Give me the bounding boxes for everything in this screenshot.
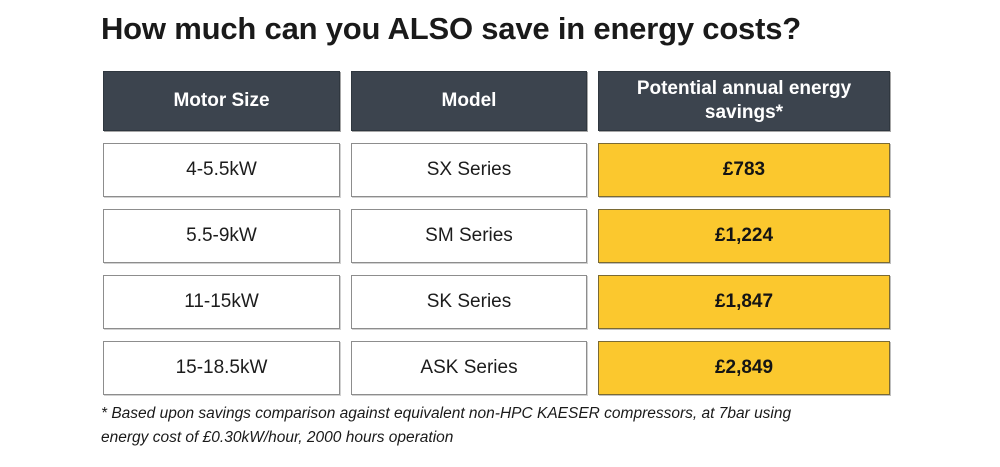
cell-savings-value: £2,849 (714, 357, 774, 378)
column-header-savings-label: Potential annual energy savings* (637, 77, 851, 125)
cell-savings-value: £783 (722, 159, 766, 180)
cell-motor-size-value: 11-15kW (184, 291, 259, 312)
cell-savings: £2,849 (598, 341, 890, 395)
cell-model-value: ASK Series (420, 357, 518, 378)
cell-model: SM Series (351, 209, 587, 263)
cell-savings: £783 (598, 143, 890, 197)
column-header-motor-size-label: Motor Size (173, 90, 270, 111)
cell-motor-size: 4-5.5kW (103, 143, 340, 197)
cell-motor-size: 11-15kW (103, 275, 340, 329)
cell-model: SX Series (351, 143, 587, 197)
cell-savings: £1,847 (598, 275, 890, 329)
column-header-model-label: Model (441, 90, 497, 111)
column-header-model: Model (351, 71, 587, 131)
cell-motor-size-value: 4-5.5kW (186, 159, 257, 180)
table-row: 5.5-9kW SM Series £1,224 (103, 209, 890, 263)
column-header-motor-size: Motor Size (103, 71, 340, 131)
column-header-savings-line2: savings* (704, 102, 784, 123)
cell-model: SK Series (351, 275, 587, 329)
footnote-line-2: energy cost of £0.30kW/hour, 2000 hours … (101, 429, 454, 446)
page-title: How much can you ALSO save in energy cos… (101, 11, 801, 46)
table-row: 15-18.5kW ASK Series £2,849 (103, 341, 890, 395)
cell-motor-size-value: 5.5-9kW (186, 225, 257, 246)
table-row: 11-15kW SK Series £1,847 (103, 275, 890, 329)
cell-model-value: SM Series (425, 225, 513, 246)
table-header-row: Motor Size Model Potential annual energy… (103, 71, 890, 131)
table-row: 4-5.5kW SX Series £783 (103, 143, 890, 197)
footnote-line-1: * Based upon savings comparison against … (101, 405, 792, 422)
footnote: * Based upon savings comparison against … (101, 402, 901, 450)
savings-table: Motor Size Model Potential annual energy… (103, 71, 890, 395)
cell-motor-size: 15-18.5kW (103, 341, 340, 395)
cell-savings-value: £1,224 (714, 225, 774, 246)
cell-savings-value: £1,847 (714, 291, 774, 312)
cell-savings: £1,224 (598, 209, 890, 263)
column-header-savings-line1: Potential annual energy (636, 78, 852, 99)
cell-model-value: SK Series (426, 291, 512, 312)
column-header-savings: Potential annual energy savings* (598, 71, 890, 131)
cell-motor-size-value: 15-18.5kW (175, 357, 268, 378)
cell-model: ASK Series (351, 341, 587, 395)
cell-motor-size: 5.5-9kW (103, 209, 340, 263)
cell-model-value: SX Series (426, 159, 512, 180)
